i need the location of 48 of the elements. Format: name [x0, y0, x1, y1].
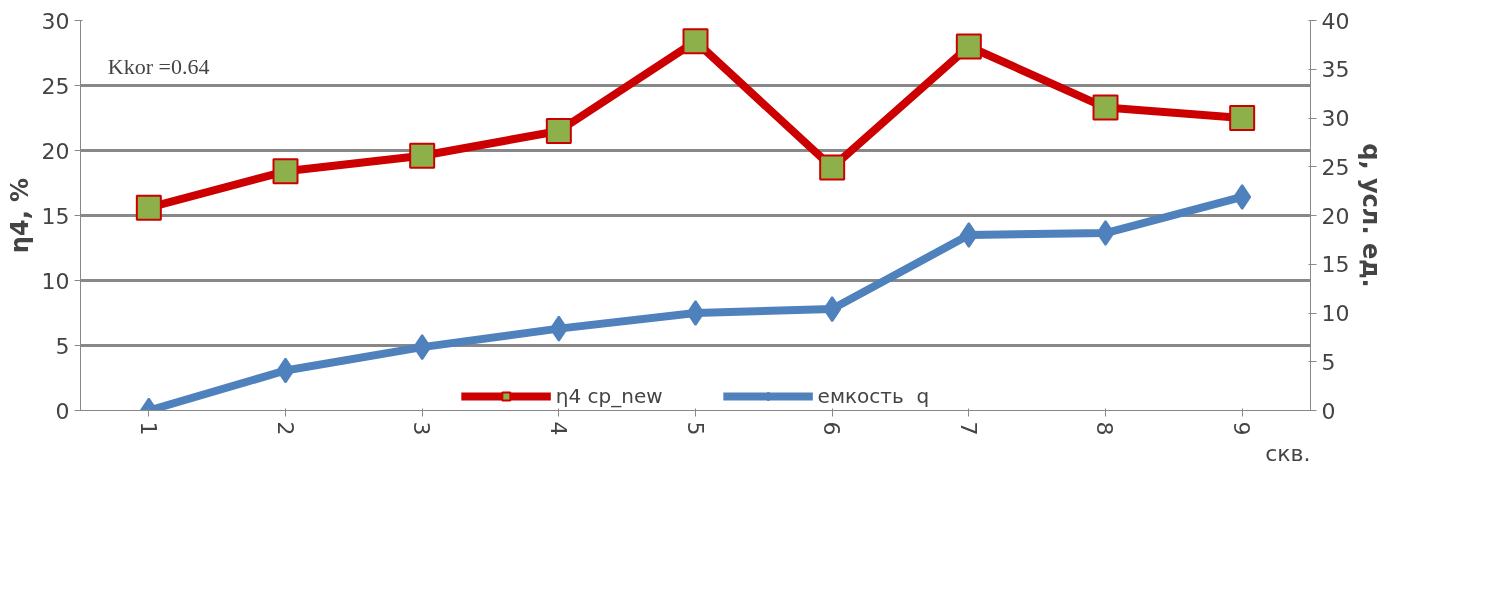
- y-tick-label: 15: [41, 203, 70, 229]
- point: [823, 296, 842, 323]
- y-tick-label: 10: [41, 268, 70, 294]
- y2-tick-label: 25: [1321, 154, 1350, 180]
- point: [1233, 183, 1252, 210]
- legend-label: η4 cp_new: [555, 384, 663, 408]
- x-tick-label: 2: [272, 421, 298, 436]
- x-tick-label: 7: [955, 421, 981, 436]
- point: [959, 222, 978, 248]
- point: [413, 334, 432, 361]
- point: [409, 142, 436, 169]
- point: [1229, 105, 1256, 131]
- x-tick-label: 9: [1229, 421, 1255, 436]
- x-axis-title: скв.: [1265, 440, 1311, 466]
- point: [1096, 220, 1115, 247]
- x-tick-label: 3: [409, 421, 435, 436]
- legend-label: емкость q: [817, 384, 930, 408]
- y2-axis-title: q, усл. ед.: [1357, 143, 1386, 288]
- x-tick-label: 6: [819, 421, 845, 436]
- point: [686, 300, 705, 326]
- point: [276, 357, 295, 384]
- y-tick-label: 5: [55, 333, 70, 359]
- y2-tick-label: 0: [1321, 398, 1336, 424]
- y2-tick-label: 30: [1321, 106, 1350, 131]
- y2-tick-label: 40: [1321, 8, 1350, 34]
- y-tick-label: 25: [41, 73, 70, 99]
- x-tick-label: 1: [135, 421, 161, 436]
- y2-tick-label: 20: [1321, 203, 1350, 229]
- y2-tick-label: 15: [1321, 252, 1350, 278]
- point: [1092, 94, 1119, 121]
- y-tick-label: 30: [41, 8, 70, 34]
- y-tick-label: 20: [41, 138, 70, 164]
- point: [682, 28, 709, 55]
- y2-tick-label: 10: [1321, 301, 1350, 326]
- x-tick-label: 8: [1092, 421, 1118, 436]
- y2-tick-label: 5: [1321, 349, 1336, 375]
- point: [135, 194, 162, 221]
- point: [955, 33, 982, 60]
- point: [272, 158, 299, 185]
- point: [819, 154, 846, 181]
- x-tick-label: 4: [545, 421, 571, 436]
- y-axis-title: η4, %: [5, 177, 34, 254]
- y-tick-label: 0: [55, 398, 70, 424]
- x-tick-label: 5: [682, 421, 708, 436]
- point: [545, 118, 572, 144]
- point: [549, 315, 568, 342]
- annotation: Kkor =0.64: [107, 54, 210, 79]
- y2-tick-label: 35: [1321, 57, 1350, 83]
